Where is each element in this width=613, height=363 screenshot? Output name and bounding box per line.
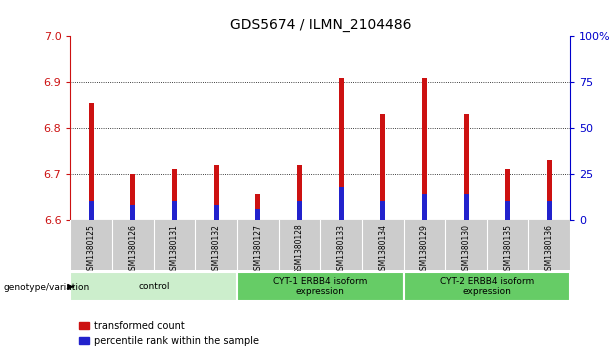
Bar: [547, 201, 552, 220]
Text: GSM1380134: GSM1380134: [378, 224, 387, 275]
Text: GSM1380131: GSM1380131: [170, 224, 179, 274]
Bar: [547, 160, 552, 220]
Bar: [338, 187, 344, 220]
Title: GDS5674 / ILMN_2104486: GDS5674 / ILMN_2104486: [229, 19, 411, 33]
Bar: [463, 114, 468, 220]
Bar: [380, 114, 385, 220]
Bar: [297, 201, 302, 220]
Bar: [297, 165, 302, 220]
FancyBboxPatch shape: [403, 272, 570, 301]
Text: GSM1380136: GSM1380136: [545, 224, 554, 275]
Bar: [422, 78, 427, 220]
Text: CYT-1 ERBB4 isoform
expression: CYT-1 ERBB4 isoform expression: [273, 277, 367, 297]
Bar: [131, 205, 135, 220]
Bar: [214, 205, 219, 220]
Text: GSM1380127: GSM1380127: [253, 224, 262, 274]
Bar: [505, 169, 510, 220]
Text: GSM1380129: GSM1380129: [420, 224, 429, 274]
Text: control: control: [138, 282, 170, 291]
Bar: [214, 165, 219, 220]
Text: CYT-2 ERBB4 isoform
expression: CYT-2 ERBB4 isoform expression: [440, 277, 534, 297]
Bar: [89, 201, 94, 220]
Text: GSM1380128: GSM1380128: [295, 224, 304, 274]
Text: GSM1380130: GSM1380130: [462, 224, 471, 275]
Bar: [256, 195, 261, 220]
Text: GSM1380126: GSM1380126: [129, 224, 137, 274]
Bar: [172, 169, 177, 220]
Bar: [380, 201, 385, 220]
Bar: [338, 78, 344, 220]
Bar: [463, 194, 468, 220]
Legend: transformed count, percentile rank within the sample: transformed count, percentile rank withi…: [75, 317, 263, 350]
Text: GSM1380135: GSM1380135: [503, 224, 512, 275]
Bar: [256, 209, 261, 220]
FancyBboxPatch shape: [70, 272, 237, 301]
Text: GSM1380133: GSM1380133: [337, 224, 346, 275]
Bar: [172, 201, 177, 220]
Text: GSM1380125: GSM1380125: [87, 224, 96, 274]
Bar: [422, 194, 427, 220]
Bar: [131, 174, 135, 220]
Bar: [89, 103, 94, 220]
Text: genotype/variation: genotype/variation: [3, 284, 89, 292]
Text: GSM1380132: GSM1380132: [211, 224, 221, 274]
Bar: [505, 201, 510, 220]
FancyBboxPatch shape: [237, 272, 403, 301]
